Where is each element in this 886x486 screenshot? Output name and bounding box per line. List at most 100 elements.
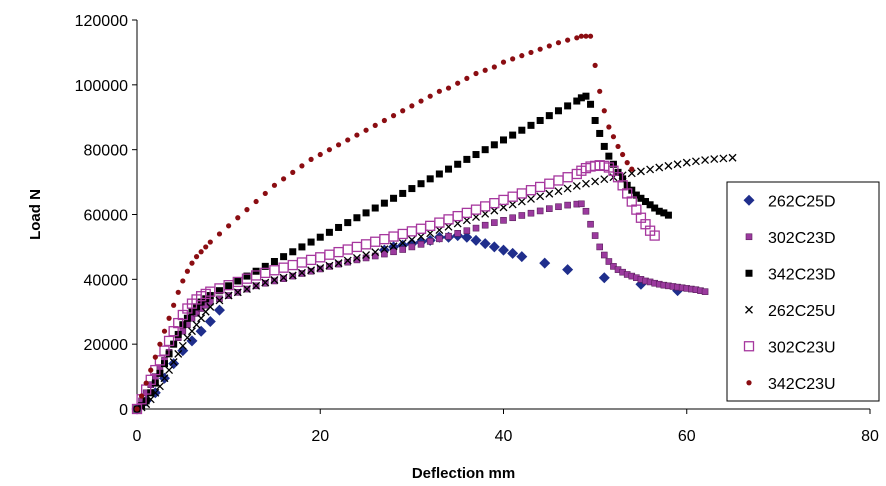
data-point xyxy=(719,154,728,163)
data-point xyxy=(290,169,296,175)
legend-label: 262C25U xyxy=(768,303,836,320)
data-point xyxy=(582,92,590,100)
data-point xyxy=(591,177,600,186)
data-point xyxy=(470,204,482,215)
data-point xyxy=(516,188,527,199)
data-point xyxy=(701,156,710,164)
legend-label: 342C23D xyxy=(768,266,836,283)
data-point xyxy=(642,198,650,206)
x-tick-label: 40 xyxy=(495,428,513,445)
data-point xyxy=(289,248,297,256)
data-point xyxy=(464,75,470,81)
data-point xyxy=(445,165,453,173)
data-point xyxy=(408,243,416,251)
data-point xyxy=(324,249,335,260)
data-point xyxy=(388,231,399,242)
data-point xyxy=(169,358,178,366)
data-point xyxy=(425,220,436,231)
data-point xyxy=(564,201,571,209)
data-point xyxy=(344,219,352,227)
data-point xyxy=(539,257,551,269)
data-point xyxy=(498,244,509,256)
data-point xyxy=(480,201,491,212)
data-point xyxy=(443,214,454,225)
data-point xyxy=(417,232,425,241)
data-point xyxy=(507,191,518,202)
data-point xyxy=(159,345,170,356)
data-point xyxy=(564,102,572,110)
data-point xyxy=(596,129,604,137)
data-point xyxy=(636,167,645,176)
data-point xyxy=(445,85,452,91)
data-point xyxy=(160,374,169,383)
data-point xyxy=(490,141,498,149)
data-point xyxy=(180,278,186,284)
data-point xyxy=(615,143,621,150)
data-point xyxy=(399,246,407,253)
data-point xyxy=(500,217,507,224)
data-point xyxy=(315,252,326,263)
data-point xyxy=(235,215,241,221)
data-point xyxy=(307,238,315,246)
data-point xyxy=(131,403,143,415)
legend-label: 262C25D xyxy=(768,193,836,210)
data-point xyxy=(489,198,500,209)
data-point xyxy=(390,113,397,119)
data-point xyxy=(527,194,535,203)
data-point xyxy=(620,151,626,158)
data-point xyxy=(563,184,572,193)
data-point xyxy=(352,253,361,262)
data-point xyxy=(345,137,351,143)
data-point xyxy=(146,395,155,404)
data-point xyxy=(370,236,381,247)
data-point xyxy=(491,219,498,226)
legend: 262C25D 302C23D 342C23D 262C25U 302C23U 342C2… xyxy=(726,181,880,402)
legend-marker xyxy=(745,269,753,277)
data-point xyxy=(381,117,387,124)
data-point xyxy=(333,246,344,258)
data-point xyxy=(491,64,497,70)
data-point xyxy=(297,268,306,277)
data-point xyxy=(298,243,306,251)
data-point xyxy=(154,355,166,366)
data-point xyxy=(728,153,737,162)
data-point xyxy=(163,335,175,347)
data-point xyxy=(509,214,516,222)
data-point xyxy=(262,190,268,197)
data-point xyxy=(426,238,434,245)
data-point xyxy=(186,335,198,347)
data-point xyxy=(518,212,526,219)
data-point xyxy=(372,122,378,128)
data-point xyxy=(546,43,552,49)
data-point xyxy=(281,176,287,182)
data-point xyxy=(261,262,269,270)
data-point xyxy=(174,349,183,358)
data-point xyxy=(479,238,491,250)
data-point xyxy=(605,258,613,265)
data-point xyxy=(316,233,324,241)
series-302C23U xyxy=(131,160,660,415)
data-point xyxy=(610,134,617,140)
data-point xyxy=(155,382,164,391)
data-point xyxy=(562,172,573,183)
data-point xyxy=(335,142,342,148)
data-point xyxy=(316,264,325,272)
data-point xyxy=(591,116,599,124)
data-point xyxy=(334,259,343,268)
data-point xyxy=(244,207,250,213)
data-point xyxy=(500,59,507,65)
data-point xyxy=(178,341,187,350)
data-point xyxy=(601,108,607,114)
data-point xyxy=(397,228,408,240)
data-point xyxy=(536,207,544,215)
data-point xyxy=(509,131,517,139)
data-point xyxy=(278,262,289,273)
x-tick-label: 0 xyxy=(133,428,142,445)
data-point xyxy=(600,251,608,259)
data-point xyxy=(271,277,278,285)
series-262C25D xyxy=(131,230,684,415)
data-point xyxy=(578,200,585,208)
data-point xyxy=(325,261,334,270)
data-point xyxy=(508,200,517,209)
